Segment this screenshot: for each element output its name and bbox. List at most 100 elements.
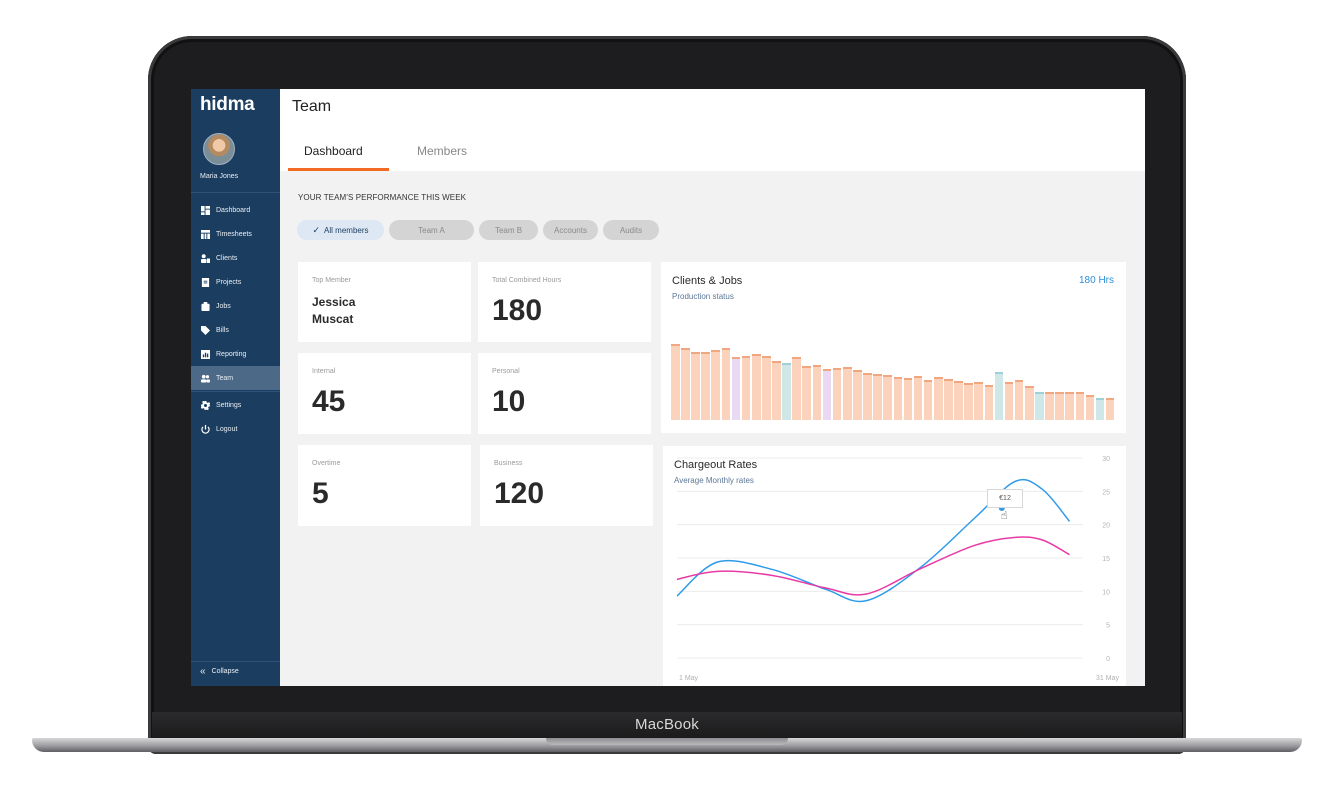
stat-label: Overtime	[312, 460, 341, 467]
section-title: YOUR TEAM'S PERFORMANCE THIS WEEK	[298, 193, 467, 202]
stat-value: 180	[492, 294, 543, 327]
sidebar-item-label: Clients	[216, 254, 238, 262]
stat-card-total-hours[interactable]: Total Combined Hours 180	[478, 262, 651, 342]
bar	[691, 352, 700, 420]
bar	[822, 368, 832, 420]
bar	[873, 373, 882, 420]
line-chart: 0 5 10 15 20 25 30 ☝	[676, 456, 1110, 663]
sidebar-item-settings[interactable]: Settings	[191, 393, 280, 417]
device-brand-label: MacBook	[635, 716, 699, 733]
bar	[964, 383, 973, 420]
stat-value: 45	[312, 385, 346, 418]
chargeout-rates-panel: 0 5 10 15 20 25 30 ☝ Chargeout Rates Average Mo…	[663, 446, 1126, 686]
sidebar-item-projects[interactable]: Projects	[191, 270, 280, 294]
filter-chip-team-a[interactable]: Team A	[389, 220, 474, 240]
stat-card-top-member[interactable]: Top Member Jessica Muscat	[298, 262, 471, 342]
collapse-label: Collapse	[211, 668, 239, 675]
bar	[681, 348, 690, 420]
bar	[1085, 395, 1095, 420]
series-line-1	[676, 478, 1071, 603]
sidebar-item-timesheets[interactable]: Timesheets	[191, 222, 280, 246]
check-icon: ✓	[312, 224, 321, 235]
bar	[1075, 392, 1085, 420]
stat-value: 5	[312, 477, 329, 510]
bar	[701, 352, 710, 420]
bar	[751, 354, 761, 420]
sidebar-item-clients[interactable]: Clients	[191, 246, 280, 270]
stat-card-business[interactable]: Business 120	[480, 445, 653, 526]
sidebar-item-label: Logout	[216, 425, 238, 433]
y-tick-label: 5	[1106, 623, 1110, 630]
stat-label: Top Member	[312, 277, 351, 284]
bar	[883, 374, 892, 420]
bar	[1055, 392, 1064, 420]
team-icon	[201, 374, 210, 383]
bar	[903, 377, 913, 420]
laptop-notch	[546, 738, 788, 745]
sidebar-item-label: Team	[216, 374, 234, 382]
bar-chart	[671, 338, 1116, 420]
projects-icon	[201, 277, 210, 287]
jobs-icon	[201, 301, 210, 311]
avatar[interactable]	[203, 133, 235, 165]
y-tick-label: 20	[1102, 523, 1110, 530]
filter-chip-team-b[interactable]: Team B	[479, 220, 538, 240]
bar	[974, 382, 984, 420]
bar	[842, 366, 852, 420]
bar	[762, 356, 771, 420]
hours-total-link[interactable]: 180 Hrs	[1078, 275, 1114, 286]
sidebar-item-dashboard[interactable]: Dashboard	[191, 198, 280, 222]
sidebar-item-label: Dashboard	[216, 206, 251, 214]
stat-label: Business	[494, 460, 523, 467]
bar	[863, 372, 872, 420]
tag-icon	[201, 325, 210, 335]
app-logo[interactable]: hidma	[200, 94, 255, 115]
panel-title: Clients & Jobs	[672, 275, 743, 287]
bar	[954, 381, 963, 420]
sidebar-item-logout[interactable]: Logout	[191, 417, 280, 441]
sidebar: hidma Maria Jones Dashboard Timesheets C…	[191, 89, 280, 686]
sidebar-item-bills[interactable]: Bills	[191, 318, 280, 342]
panel-subtitle: Production status	[672, 292, 734, 301]
bar	[923, 380, 933, 420]
filter-chip-all-members[interactable]: ✓ All members	[297, 220, 384, 240]
bar	[721, 348, 731, 420]
chevron-double-left-icon: «	[200, 666, 206, 677]
tab-dashboard[interactable]: Dashboard	[304, 144, 363, 158]
chip-label: Accounts	[554, 225, 587, 235]
top-member-last-name: Muscat	[312, 312, 354, 326]
stat-card-internal[interactable]: Internal 45	[298, 353, 471, 434]
bar	[1024, 386, 1034, 420]
stat-card-overtime[interactable]: Overtime 5	[298, 445, 471, 526]
bar	[1004, 382, 1014, 420]
page-header: Team Dashboard Members	[280, 89, 1145, 171]
sidebar-item-label: Reporting	[216, 350, 247, 358]
sidebar-item-jobs[interactable]: Jobs	[191, 294, 280, 318]
active-tab-indicator	[288, 168, 389, 171]
tab-members[interactable]: Members	[417, 144, 468, 158]
filter-chips: ✓ All members Team A Team B Accounts Aud…	[297, 220, 659, 240]
filter-chip-audits[interactable]: Audits	[603, 220, 659, 240]
bar	[1035, 392, 1044, 420]
chart-tooltip: €12	[987, 489, 1023, 508]
sidebar-item-label: Jobs	[216, 302, 231, 310]
sidebar-item-reporting[interactable]: Reporting	[191, 342, 280, 366]
page-title: Team	[292, 98, 332, 115]
bar	[994, 371, 1004, 420]
stat-label: Total Combined Hours	[492, 277, 562, 284]
chip-label: All members	[324, 225, 369, 235]
bar	[772, 360, 781, 420]
stat-card-personal[interactable]: Personal 10	[478, 353, 651, 434]
app-screen: hidma Maria Jones Dashboard Timesheets C…	[191, 89, 1145, 686]
filter-chip-accounts[interactable]: Accounts	[543, 220, 598, 240]
bar	[671, 344, 680, 420]
laptop-base	[32, 738, 1302, 752]
bar	[1095, 398, 1105, 420]
bar	[792, 357, 801, 420]
collapse-button[interactable]: « Collapse	[191, 661, 280, 681]
stat-value: 10	[492, 385, 526, 418]
sidebar-item-team[interactable]: Team	[191, 366, 280, 390]
clients-icon	[201, 253, 210, 263]
y-tick-label: 10	[1102, 589, 1110, 596]
bar	[944, 379, 953, 420]
